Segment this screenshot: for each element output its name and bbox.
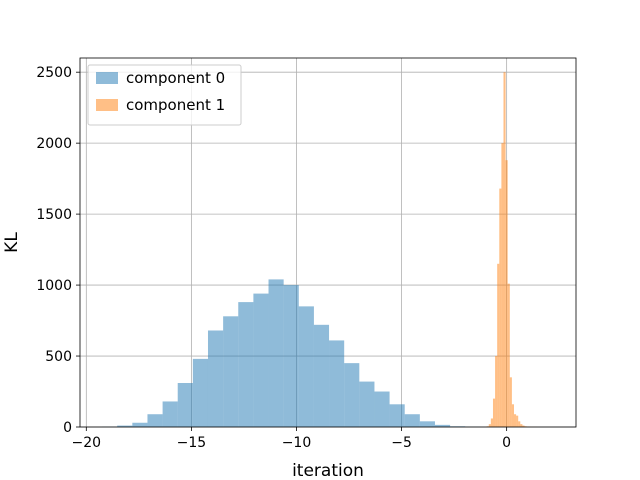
histogram-bar-component-0 <box>389 404 405 427</box>
x-tick-label: −15 <box>177 435 207 451</box>
histogram-bar-component-1 <box>495 356 498 427</box>
y-tick-label: 1500 <box>36 207 72 223</box>
histogram-bar-component-1 <box>522 425 525 427</box>
y-axis-title: KL <box>2 232 22 253</box>
bars-layer <box>102 72 538 427</box>
x-tick-label: −5 <box>391 435 412 451</box>
histogram-bar-component-1 <box>497 263 500 427</box>
histogram-bar-component-0 <box>238 302 254 427</box>
histogram-bar-component-0 <box>177 383 193 427</box>
legend-label-component-1: component 1 <box>126 96 225 114</box>
histogram-bar-component-0 <box>419 421 435 427</box>
histogram-bar-component-0 <box>253 293 269 427</box>
y-tick-label: 1000 <box>36 278 72 294</box>
histogram-bar-component-1 <box>509 377 512 427</box>
histogram-bar-component-1 <box>492 398 496 427</box>
histogram-bar-component-0 <box>344 363 360 427</box>
histogram-bar-component-1 <box>499 188 502 427</box>
y-tick-label: 2000 <box>36 136 72 152</box>
histogram-bar-component-1 <box>501 143 504 427</box>
histogram-bar-component-0 <box>313 324 330 427</box>
histogram-bar-component-0 <box>117 425 133 427</box>
histogram-bar-component-1 <box>505 160 508 427</box>
histogram-bar-component-0 <box>147 414 163 427</box>
x-tick-label: −10 <box>282 435 312 451</box>
histogram-bar-component-1 <box>514 414 517 427</box>
histogram-bar-component-0 <box>192 358 208 427</box>
histogram-bar-component-1 <box>503 72 506 427</box>
histogram-bar-component-1 <box>507 283 510 427</box>
histogram-bar-component-0 <box>374 391 390 427</box>
x-tick-label: 0 <box>502 435 511 451</box>
histogram-bar-component-0 <box>298 306 314 427</box>
legend: component 0 component 1 <box>87 64 242 126</box>
histogram-bar-component-1 <box>520 424 523 427</box>
x-axis-title: iteration <box>292 461 364 480</box>
histogram-bar-component-1 <box>488 424 491 427</box>
legend-swatch-component-1 <box>96 99 118 111</box>
y-tick-label: 2500 <box>36 65 72 81</box>
histogram-bar-component-0 <box>359 381 375 427</box>
histogram-bar-component-0 <box>162 401 178 427</box>
histogram-bar-component-0 <box>329 340 345 427</box>
histogram-bar-component-1 <box>518 421 521 427</box>
histogram-bar-component-0 <box>223 316 239 427</box>
legend-box <box>87 64 242 126</box>
legend-swatch-component-0 <box>96 72 118 84</box>
ticks-layer: −20 −15 −10 −5 0 0 500 1000 1500 2000 2500 <box>36 65 511 451</box>
y-tick-label: 0 <box>63 420 72 436</box>
plot-frame <box>79 57 577 428</box>
histogram-bar-component-0 <box>268 279 284 427</box>
legend-label-component-0: component 0 <box>126 69 225 87</box>
histogram-bar-component-0 <box>404 414 420 427</box>
histogram-bar-component-1 <box>516 415 519 427</box>
histogram-bar-component-0 <box>434 424 451 427</box>
histogram-bar-component-0 <box>283 285 299 427</box>
y-tick-label: 500 <box>45 349 72 365</box>
histogram-bar-component-0 <box>207 330 224 427</box>
x-tick-label: −20 <box>72 435 102 451</box>
histogram-bar-component-0 <box>132 422 148 427</box>
histogram-bar-component-1 <box>490 418 493 427</box>
histogram-bar-component-1 <box>511 404 514 427</box>
